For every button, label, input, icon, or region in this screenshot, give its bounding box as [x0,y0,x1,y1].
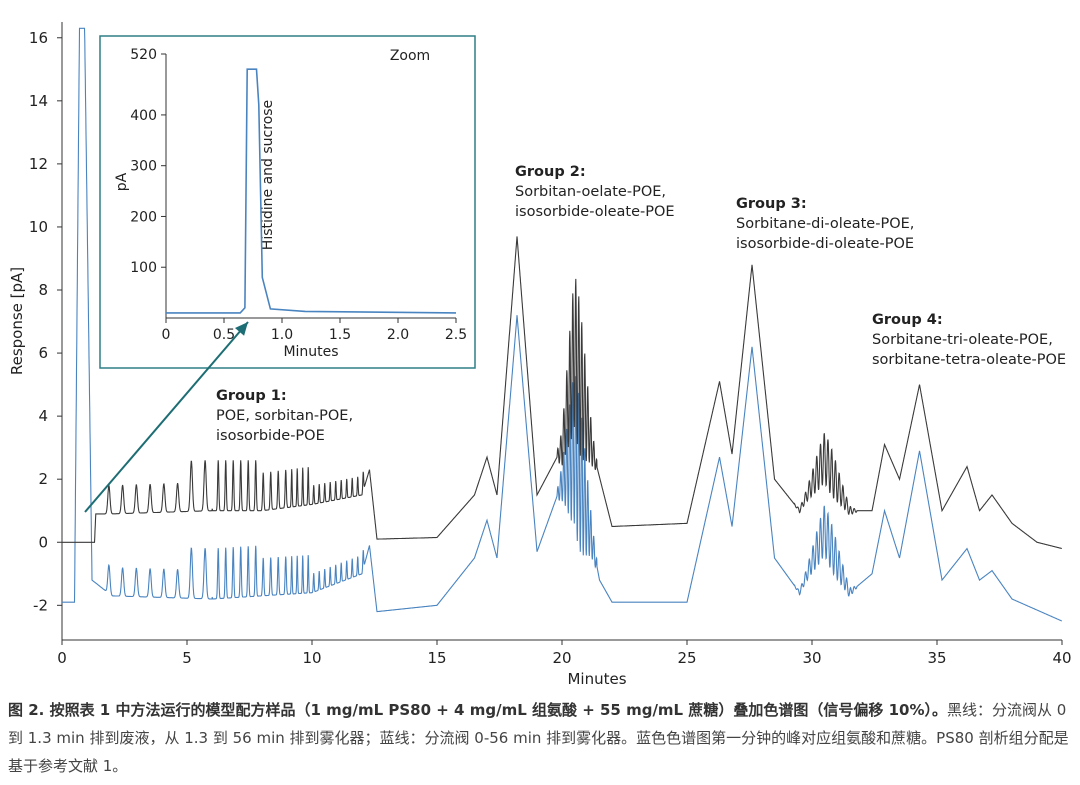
y-tick-label: 4 [38,407,48,425]
inset-y-tick-label: 200 [130,209,157,225]
chart-svg: -2 0 2 4 6 8 10 12 14 16 0 5 10 15 20 25 30 35 40 Minutes Re… [8,22,1072,688]
chromatogram-chart: -2 0 2 4 6 8 10 12 14 16 0 5 10 15 20 25 30 35 40 Minutes Re… [8,22,1072,688]
inset-x-tick-label: 2.0 [387,327,409,343]
inset-series-line [166,68,457,314]
group-annotation-line: Sorbitane-di-oleate-POE, [736,216,914,232]
group-annotation-line: isosorbide-POE [216,428,325,444]
group-annotation-title: Group 1: [216,388,287,404]
y-tick-label: 12 [29,155,48,173]
x-tick-label: 35 [927,649,946,667]
group-annotation-line: isosorbide-oleate-POE [515,204,675,220]
group-annotation-title: Group 3: [736,196,807,212]
group-annotation-line: Sorbitan-oelate-POE, [515,184,666,200]
inset-y-tick-label: 400 [130,108,157,124]
inset-y-axis-label: pA [114,172,130,191]
group-annotation-line: Sorbitane-tri-oleate-POE, [872,332,1053,348]
x-tick-label: 5 [182,649,192,667]
x-tick-label: 20 [552,649,571,667]
inset-y-tick-label: 100 [130,260,157,276]
inset-y-tick-label: 300 [130,159,157,175]
inset-x-axis-label: Minutes [283,344,338,360]
x-tick-label: 10 [302,649,321,667]
x-tick-label: 25 [677,649,696,667]
group-annotation-line: sorbitane-tetra-oleate-POE [872,352,1066,368]
y-tick-label: 10 [29,218,48,236]
inset-x-tick-label: 2.5 [445,327,467,343]
y-tick-label: -2 [33,596,48,614]
group-annotation-line: POE, sorbitan-POE, [216,408,353,424]
y-tick-label: 14 [29,92,48,110]
y-tick-label: 16 [29,29,48,47]
series-line-blue [62,27,1062,622]
figure-caption: 图 2. 按照表 1 中方法运行的模型配方样品（1 mg/mL PS80 + 4… [8,696,1070,780]
x-tick-label: 0 [57,649,67,667]
zoom-arrow-line [84,321,249,513]
y-tick-label: 0 [38,533,48,551]
inset-x-tick-label: 1.0 [271,327,293,343]
inset-y-tick-label: 520 [130,47,157,63]
x-tick-label: 15 [427,649,446,667]
group-annotation-line: isosorbide-di-oleate-POE [736,236,914,252]
series-line-black [62,236,1062,550]
inset-title: Zoom [390,48,430,64]
y-tick-label: 8 [38,281,48,299]
y-tick-label: 2 [38,470,48,488]
caption-text: 黑线：分流阀从 0 到 1.3 min 排到废液，从 1.3 到 56 min … [8,701,1069,775]
inset-peak-label: Histidine and sucrose [260,100,276,250]
inset-x-tick-label: 0.5 [213,327,235,343]
inset-x-tick-label: 1.5 [329,327,351,343]
x-tick-label: 30 [802,649,821,667]
caption-bold: 图 2. 按照表 1 中方法运行的模型配方样品（1 mg/mL PS80 + 4… [8,701,947,719]
x-tick-label: 40 [1052,649,1071,667]
zoom-arrow-head [234,322,248,336]
group-annotation-title: Group 4: [872,312,943,328]
group-annotation-title: Group 2: [515,164,586,180]
x-axis-label: Minutes [567,670,626,688]
inset-x-tick-label: 0 [162,327,171,343]
y-axis-label: Response [pA] [8,267,26,375]
y-tick-label: 6 [38,344,48,362]
